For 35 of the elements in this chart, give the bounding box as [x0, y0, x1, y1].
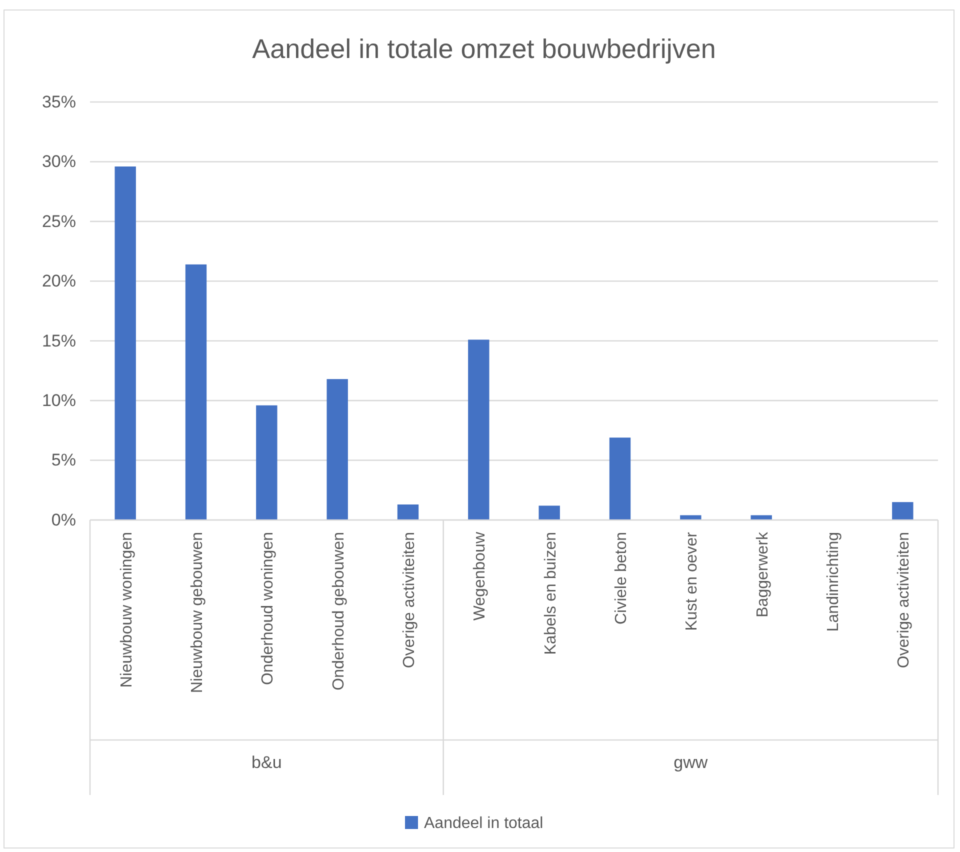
y-tick-label: 35% [42, 92, 76, 112]
bar [397, 504, 419, 520]
bar [185, 264, 207, 520]
bar [680, 515, 702, 520]
y-tick-label: 15% [42, 331, 76, 350]
x-tick-label: Nieuwbouw gebouwen [189, 532, 206, 693]
y-tick-label: 0% [51, 510, 76, 530]
bar [609, 438, 631, 520]
y-tick-label: 25% [42, 212, 76, 231]
x-tick-label: Overige activiteiten [401, 532, 418, 668]
y-tick-label: 5% [51, 450, 76, 470]
text: gww [674, 753, 708, 772]
x-tick-label: Nieuwbouw woningen [118, 532, 136, 688]
x-tick-label: Onderhoud gebouwen [330, 532, 348, 690]
x-tick-label: Baggerwerk [754, 531, 772, 618]
bar [256, 405, 278, 520]
x-tick-label: Landinrichting [825, 532, 842, 632]
y-tick-label: 20% [42, 272, 76, 291]
text: b&u [252, 753, 282, 772]
bar [538, 506, 560, 520]
legend-label: Aandeel in totaal [424, 815, 544, 832]
y-tick-label: 30% [42, 152, 76, 172]
chart-title: Aandeel in totale omzet bouwbedrijven [252, 34, 716, 64]
x-tick-label: Kabels en buizen [542, 532, 560, 655]
x-tick-label: Onderhoud woningen [260, 532, 277, 686]
x-tick-label: Civiele beton [613, 532, 630, 624]
x-tick-label: Overige activiteiten [896, 532, 913, 668]
x-tick-label: Kust en oever [684, 531, 701, 631]
y-tick-label: 10% [42, 391, 76, 410]
bar [750, 515, 772, 520]
bar [326, 379, 348, 520]
bar [892, 502, 914, 520]
bar [468, 340, 490, 520]
x-tick-label: Wegenbouw [472, 532, 489, 621]
bar [114, 166, 136, 520]
